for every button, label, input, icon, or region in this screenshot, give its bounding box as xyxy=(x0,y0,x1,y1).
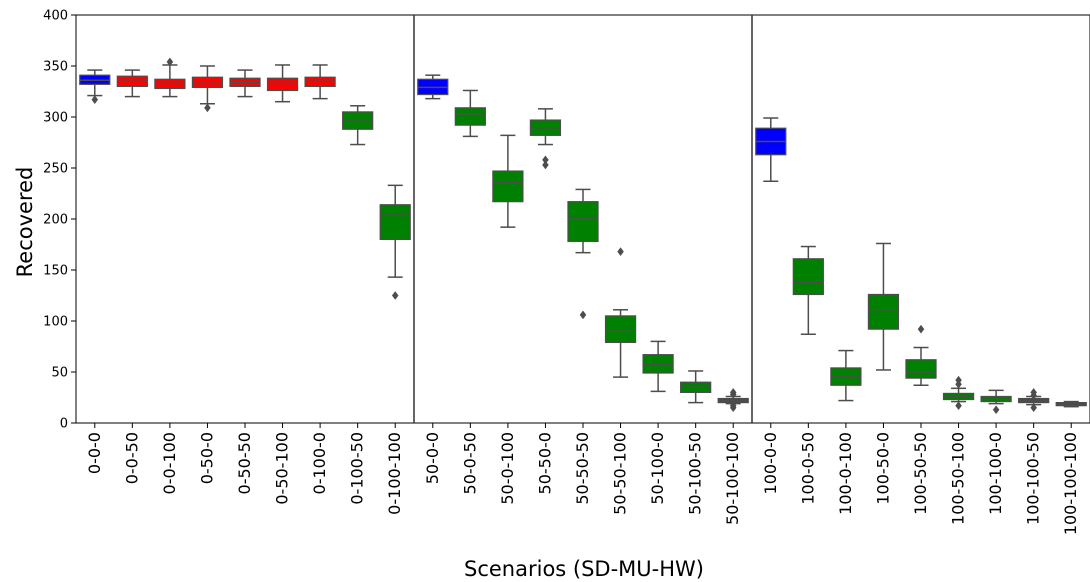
outlier-point xyxy=(166,57,174,67)
x-tick-label: 100-0-50 xyxy=(798,432,817,505)
x-tick-label: 50-0-0 xyxy=(423,432,442,484)
box xyxy=(792,258,824,296)
box xyxy=(867,293,900,330)
x-tick-label: 50-50-50 xyxy=(573,432,592,505)
y-tick-label: 100 xyxy=(43,315,68,330)
outlier-point xyxy=(1030,391,1037,400)
x-tick-label: 50-100-50 xyxy=(686,432,705,515)
x-tick-label: 100-100-100 xyxy=(1061,432,1080,535)
x-tick-label: 100-0-100 xyxy=(836,432,855,515)
box xyxy=(191,76,224,89)
outlier-point xyxy=(955,401,962,411)
outlier-point xyxy=(542,160,549,170)
y-tick-label: 250 xyxy=(43,162,68,177)
outlier-point xyxy=(204,103,211,113)
x-tick-label: 50-100-0 xyxy=(648,432,667,505)
outlier-point xyxy=(579,310,587,320)
outlier-point xyxy=(1030,403,1037,413)
outlier-point xyxy=(91,95,99,105)
box xyxy=(567,201,599,243)
x-tick-label: 100-100-50 xyxy=(1024,432,1043,525)
x-tick-label: 50-100-100 xyxy=(723,432,742,525)
outlier-point xyxy=(391,291,399,300)
x-tick-label: 50-50-0 xyxy=(535,432,554,494)
x-tick-label: 100-100-0 xyxy=(986,432,1005,515)
box xyxy=(379,204,411,241)
y-tick-label: 150 xyxy=(43,264,68,279)
x-tick-label: 0-0-100 xyxy=(160,432,179,494)
x-tick-label: 50-50-100 xyxy=(611,432,630,515)
outlier-point xyxy=(917,324,925,334)
y-tick-label: 50 xyxy=(51,366,68,381)
box xyxy=(266,77,299,92)
x-tick-label: 100-50-0 xyxy=(873,432,892,505)
y-tick-label: 400 xyxy=(43,9,68,24)
x-tick-label: 100-50-50 xyxy=(911,432,930,515)
box xyxy=(905,359,937,379)
box xyxy=(454,107,486,126)
outlier-point xyxy=(617,247,624,257)
box xyxy=(529,119,562,136)
y-axis-title: Recovered xyxy=(13,167,37,278)
x-tick-label: 0-50-50 xyxy=(235,432,254,494)
x-tick-label: 0-0-50 xyxy=(122,432,141,484)
box xyxy=(604,315,637,344)
y-tick-label: 350 xyxy=(43,60,68,75)
y-tick-label: 0 xyxy=(60,417,68,432)
x-tick-label: 0-100-0 xyxy=(310,432,329,494)
x-tick-label: 0-50-100 xyxy=(273,432,292,505)
x-tick-label: 50-0-100 xyxy=(498,432,517,505)
x-tick-label: 0-50-0 xyxy=(197,432,216,484)
outlier-point xyxy=(729,403,737,413)
outlier-point xyxy=(955,379,962,389)
box xyxy=(492,170,524,203)
box xyxy=(642,354,674,374)
x-tick-label: 0-0-0 xyxy=(85,432,104,474)
x-tick-label: 100-0-0 xyxy=(761,432,780,494)
x-tick-label: 100-50-100 xyxy=(949,432,968,525)
y-tick-label: 200 xyxy=(43,213,68,228)
outlier-point xyxy=(729,390,737,399)
x-axis-title: Scenarios (SD-MU-HW) xyxy=(464,557,704,581)
x-tick-label: 0-100-100 xyxy=(385,432,404,515)
y-tick-label: 300 xyxy=(43,111,68,126)
x-tick-label: 50-0-50 xyxy=(460,432,479,494)
outlier-point xyxy=(992,405,1000,415)
plot-area: 0 50 100 150 200 250 300 350 400 0-0-0 0-0-50 0-0-1… xyxy=(43,9,1090,535)
x-tick-label: 0-100-50 xyxy=(348,432,367,505)
